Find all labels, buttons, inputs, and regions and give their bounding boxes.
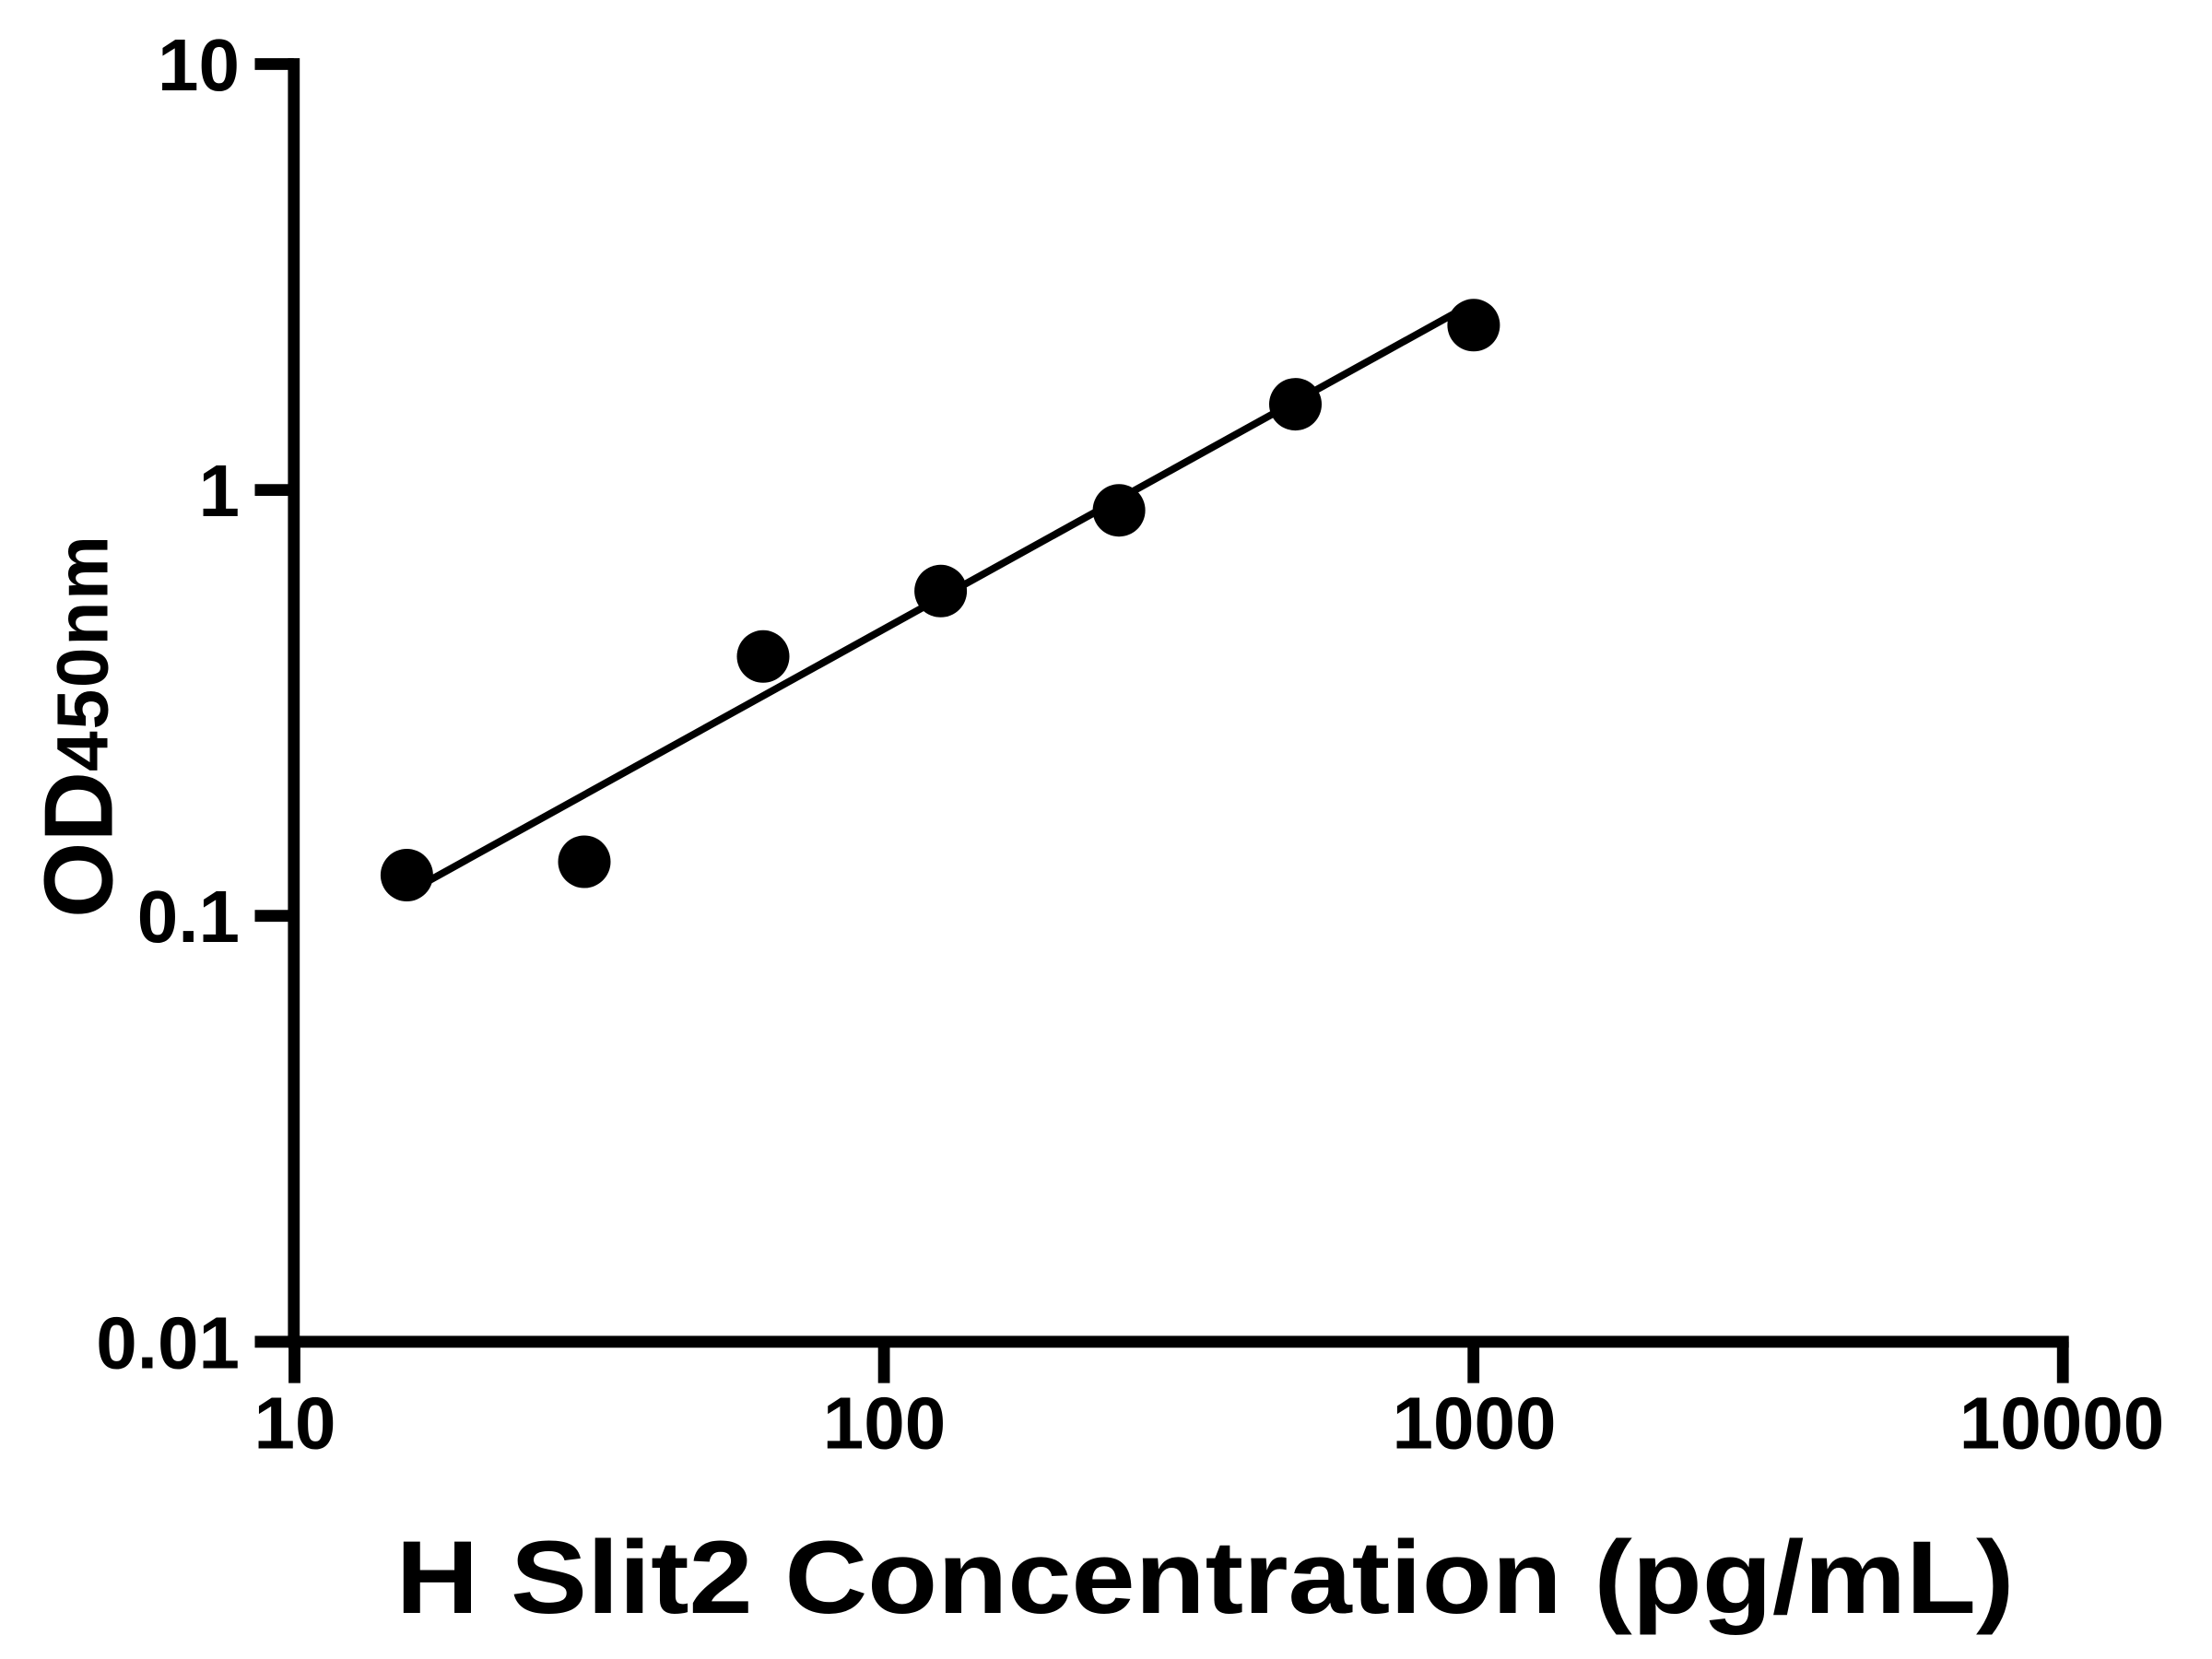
svg-text:10: 10 [158,24,240,106]
svg-text:1000: 1000 [1393,1382,1557,1465]
svg-text:10000: 10000 [1959,1382,2164,1465]
svg-text:OD450nm: OD450nm [25,534,134,918]
svg-text:10: 10 [254,1382,336,1465]
svg-text:0.1: 0.1 [137,876,240,958]
svg-text:H Slit2 Concentration (pg/mL): H Slit2 Concentration (pg/mL) [396,1520,2015,1635]
svg-text:0.01: 0.01 [96,1301,240,1383]
svg-text:100: 100 [823,1382,946,1465]
svg-text:1: 1 [199,450,241,532]
